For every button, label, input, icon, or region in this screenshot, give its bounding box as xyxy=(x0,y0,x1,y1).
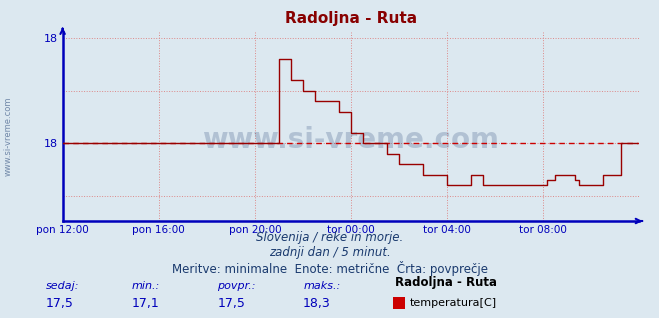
Text: Slovenija / reke in morje.: Slovenija / reke in morje. xyxy=(256,231,403,244)
Text: www.si-vreme.com: www.si-vreme.com xyxy=(4,97,13,176)
Text: zadnji dan / 5 minut.: zadnji dan / 5 minut. xyxy=(269,246,390,259)
Text: Meritve: minimalne  Enote: metrične  Črta: povprečje: Meritve: minimalne Enote: metrične Črta:… xyxy=(171,261,488,276)
Text: 17,5: 17,5 xyxy=(46,297,74,310)
Text: Radoljna - Ruta: Radoljna - Ruta xyxy=(395,276,498,289)
Text: povpr.:: povpr.: xyxy=(217,281,256,291)
Text: 17,1: 17,1 xyxy=(132,297,159,310)
Text: 17,5: 17,5 xyxy=(217,297,245,310)
Title: Radoljna - Ruta: Radoljna - Ruta xyxy=(285,11,417,26)
Text: 18,3: 18,3 xyxy=(303,297,331,310)
Text: sedaj:: sedaj: xyxy=(46,281,80,291)
Text: temperatura[C]: temperatura[C] xyxy=(410,299,497,308)
Text: min.:: min.: xyxy=(132,281,160,291)
Text: www.si-vreme.com: www.si-vreme.com xyxy=(202,126,500,154)
Text: maks.:: maks.: xyxy=(303,281,341,291)
